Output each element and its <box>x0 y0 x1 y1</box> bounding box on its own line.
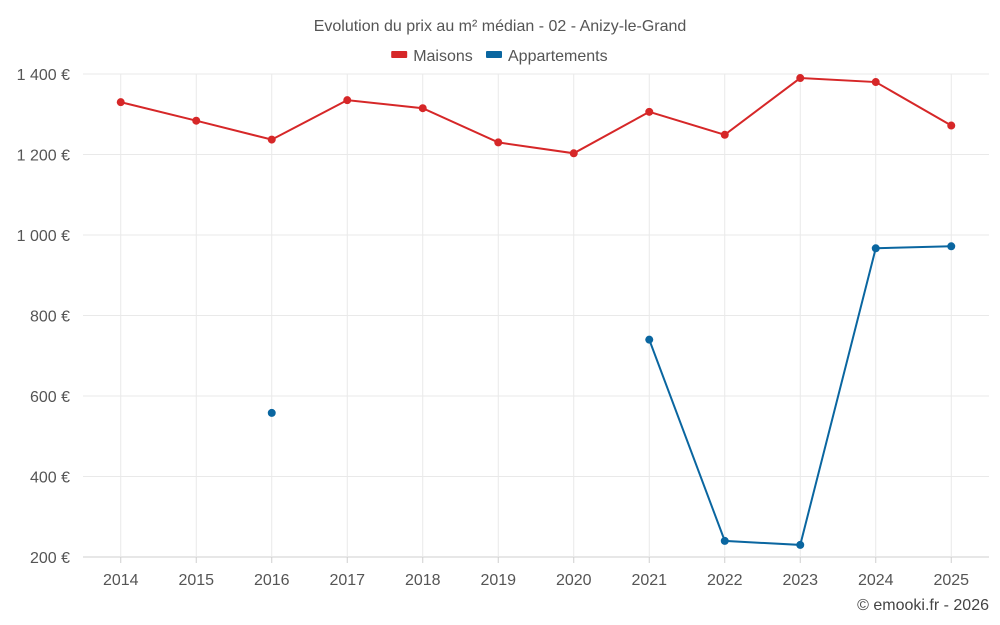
x-tick-label: 2021 <box>631 572 667 589</box>
x-tick-label: 2018 <box>405 572 441 589</box>
data-point <box>192 116 201 125</box>
x-tick-label: 2017 <box>329 572 365 589</box>
legend-label: Maisons <box>413 48 473 65</box>
chart-title: Evolution du prix au m² médian - 02 - An… <box>314 18 687 35</box>
data-point <box>569 149 578 158</box>
y-tick-label: 1 400 € <box>17 67 70 84</box>
data-point <box>947 121 956 130</box>
x-tick-label: 2020 <box>556 572 592 589</box>
data-point <box>871 244 880 253</box>
series-maisons <box>116 74 956 158</box>
legend-swatch <box>391 51 408 58</box>
x-tick-label: 2023 <box>782 572 818 589</box>
series-layer <box>116 74 956 549</box>
grid-lines <box>83 73 989 558</box>
y-tick-label: 800 € <box>30 309 70 326</box>
data-point <box>947 242 956 251</box>
data-point <box>871 78 880 87</box>
x-tick-label: 2024 <box>858 572 894 589</box>
y-tick-label: 600 € <box>30 389 70 406</box>
x-tick-label: 2022 <box>707 572 743 589</box>
y-tick-label: 200 € <box>30 550 70 567</box>
x-tick-label: 2014 <box>103 572 139 589</box>
data-point <box>645 335 654 344</box>
credit-text: © emooki.fr - 2026 <box>857 597 989 614</box>
y-tick-label: 1 000 € <box>17 228 70 245</box>
legend-label: Appartements <box>508 48 608 65</box>
y-axis: 200 € 400 € 600 € 800 € 1 000 € 1 200 € 1 400 … <box>17 67 70 567</box>
x-tick-label: 2019 <box>480 572 516 589</box>
series-line <box>120 77 952 155</box>
data-point <box>720 536 729 545</box>
data-point <box>720 130 729 139</box>
data-point <box>343 96 352 105</box>
data-point <box>116 98 125 107</box>
data-point <box>267 135 276 144</box>
x-tick-label: 2025 <box>933 572 969 589</box>
data-point <box>796 540 805 549</box>
y-tick-label: 400 € <box>30 470 70 487</box>
x-tick-label: 2015 <box>178 572 214 589</box>
chart-legend: Maisons Appartements <box>391 48 608 65</box>
legend-swatch <box>486 51 502 58</box>
data-point <box>645 107 654 116</box>
series-appartements <box>267 242 956 549</box>
y-tick-label: 1 200 € <box>17 148 70 165</box>
data-point <box>494 138 503 147</box>
data-point <box>796 74 805 83</box>
data-point <box>267 408 276 417</box>
data-point <box>418 104 427 113</box>
x-axis: 2014 2015 2016 2017 2018 2019 2020 2021 2022 2023… <box>103 557 969 589</box>
x-tick-label: 2016 <box>254 572 290 589</box>
